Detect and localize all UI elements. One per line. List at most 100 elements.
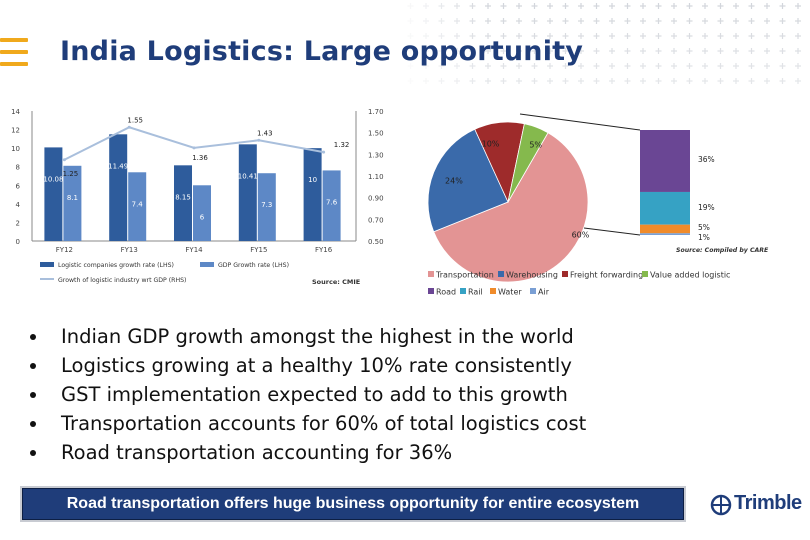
plus-mark — [500, 33, 507, 39]
plus-mark — [640, 78, 646, 84]
plus-mark — [624, 18, 631, 24]
plus-mark — [795, 48, 801, 54]
plus-mark — [547, 63, 553, 69]
plus-mark — [469, 3, 476, 9]
bar — [128, 172, 147, 241]
plus-mark — [717, 48, 724, 54]
plus-mark — [438, 48, 445, 54]
plus-mark — [733, 78, 739, 84]
plus-mark — [717, 78, 724, 84]
line-data-label: 1.25 — [63, 170, 79, 178]
plus-mark — [702, 18, 708, 24]
plus-mark — [562, 33, 569, 39]
plus-mark — [764, 78, 770, 84]
plus-mark — [516, 33, 522, 39]
plus-mark — [485, 18, 491, 24]
plus-mark — [686, 48, 693, 54]
legend-swatch — [530, 288, 536, 294]
plus-mark — [562, 18, 569, 24]
plus-mark — [655, 78, 662, 84]
plus-mark — [795, 78, 801, 84]
plus-mark — [485, 33, 491, 39]
legend-label: Value added logistic — [650, 271, 730, 280]
pie-data-label: 5% — [529, 141, 542, 150]
plus-mark — [562, 78, 569, 84]
plus-mark — [686, 18, 693, 24]
plus-mark — [500, 78, 507, 84]
plus-mark — [671, 48, 677, 54]
plus-mark — [733, 48, 739, 54]
bar-data-label: 7.6 — [326, 198, 338, 206]
plus-mark — [423, 18, 429, 24]
line-point — [127, 125, 131, 129]
plus-mark — [671, 18, 677, 24]
plus-mark — [593, 63, 600, 69]
page-title: India Logistics: Large opportunity — [60, 36, 584, 67]
plus-mark — [764, 63, 770, 69]
bar-data-label: 6 — [200, 213, 205, 221]
plus-mark — [624, 78, 631, 84]
chart-source: Source: Compiled by CARE — [676, 247, 769, 254]
plus-mark — [578, 18, 584, 24]
plus-mark — [702, 63, 708, 69]
plus-mark — [671, 3, 677, 9]
logo-wordmark: Trimble — [734, 492, 802, 514]
plus-mark — [624, 48, 631, 54]
plus-mark — [578, 63, 584, 69]
plus-mark — [764, 18, 770, 24]
y-tick-label: 10 — [11, 145, 20, 153]
plus-mark — [748, 48, 755, 54]
plus-mark — [407, 33, 414, 39]
plus-mark — [640, 63, 646, 69]
plus-mark — [454, 3, 460, 9]
stacked-bar-segment — [640, 130, 690, 192]
plus-mark — [485, 3, 491, 9]
plus-mark — [500, 18, 507, 24]
bullet-item: Road transportation accounting for 36% — [28, 438, 586, 467]
plus-mark — [655, 63, 662, 69]
stacked-bar-label: 19% — [698, 203, 715, 212]
stacked-bar-label: 36% — [698, 155, 715, 164]
plus-mark — [624, 63, 631, 69]
decorative-plus-grid — [407, 3, 801, 84]
legend-swatch — [428, 271, 434, 277]
stacked-bar-segment — [640, 224, 690, 234]
plus-mark — [578, 48, 584, 54]
legend-label: Water — [498, 288, 522, 297]
plus-mark — [686, 3, 693, 9]
legend-swatch — [562, 271, 568, 277]
plus-mark — [578, 78, 584, 84]
plus-mark — [717, 33, 724, 39]
bar-data-label: 7.4 — [132, 200, 144, 208]
y-tick-label: 8 — [16, 164, 20, 172]
plus-mark — [516, 63, 522, 69]
plus-mark — [438, 78, 445, 84]
line-data-label: 1.36 — [192, 154, 208, 162]
plus-mark — [454, 18, 460, 24]
x-tick-label: FY13 — [121, 246, 138, 254]
y2-tick-label: 1.10 — [368, 173, 384, 181]
legend-swatch — [460, 288, 466, 294]
plus-mark — [438, 33, 445, 39]
plus-mark — [779, 78, 786, 84]
plus-mark — [779, 18, 786, 24]
line-point — [192, 146, 196, 150]
plus-mark — [779, 48, 786, 54]
menu-accent-icon — [0, 38, 30, 68]
plus-mark — [655, 3, 662, 9]
logistics-cost-breakdown-chart: 60%24%10% 5%36%19%5%1%Source: Compiled by… — [427, 113, 769, 297]
plus-mark — [593, 48, 600, 54]
plus-mark — [733, 3, 739, 9]
pie-data-label: 60% — [572, 230, 590, 239]
plus-mark — [702, 48, 708, 54]
plus-mark — [748, 33, 755, 39]
bar — [174, 165, 192, 241]
plus-mark — [407, 48, 414, 54]
plus-mark — [655, 33, 662, 39]
legend-swatch — [200, 262, 214, 267]
bar-data-label: 8.1 — [67, 194, 78, 202]
pie-slice — [427, 128, 509, 233]
stacked-bar-segment — [640, 233, 690, 235]
plus-mark — [531, 63, 538, 69]
plus-mark — [593, 18, 600, 24]
